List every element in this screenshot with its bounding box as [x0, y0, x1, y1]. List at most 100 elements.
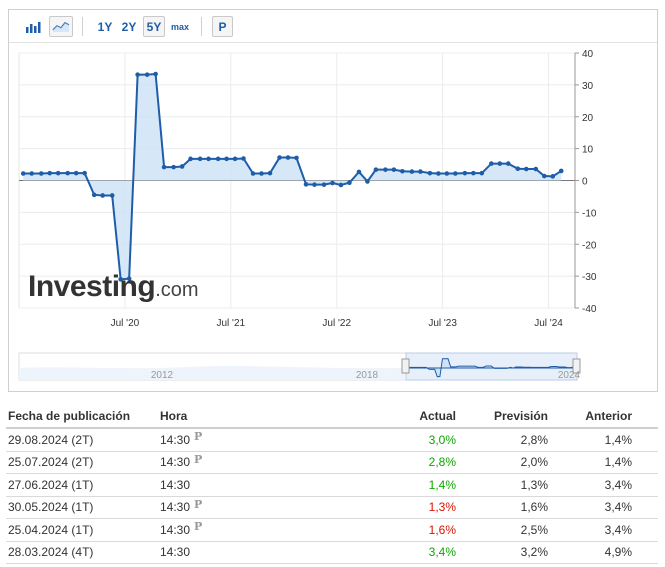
data-point [118, 277, 123, 282]
cell-time-text: 14:30 [160, 522, 191, 537]
data-point [400, 168, 405, 174]
preliminary-icon: P [194, 452, 203, 466]
y-tick-label: -10 [582, 208, 597, 219]
cell-time-text: 14:30 [160, 545, 191, 560]
data-point [206, 156, 211, 162]
data-point [144, 72, 150, 77]
x-tick-label: Jul '20 [111, 318, 140, 329]
data-point [347, 180, 352, 186]
data-point [418, 169, 423, 174]
navigator-history-area [19, 366, 405, 380]
cell-actual: 1,6% [429, 519, 456, 541]
data-point [558, 168, 564, 174]
cell-time-text: 14:30 [160, 500, 191, 515]
range-1y-button[interactable]: 1Y [97, 19, 113, 34]
y-tick-label: 0 [582, 177, 588, 188]
data-point [267, 170, 273, 176]
data-point [303, 182, 309, 187]
header-previous[interactable]: Anterior [585, 409, 632, 423]
header-date[interactable]: Fecha de publicación [8, 409, 131, 423]
toolbar-separator [82, 17, 83, 36]
data-point [38, 171, 44, 176]
cell-date-text: 30.05.2024 (1T) [8, 500, 94, 515]
table-row: 28.03.2024 (4T) 14:30 3,4% 3,2% 4,9% [6, 542, 658, 564]
cell-date-text: 29.08.2024 (2T) [8, 432, 94, 447]
data-point [250, 171, 256, 176]
data-point [55, 170, 61, 176]
cell-previous: 3,4% [605, 519, 632, 541]
cell-forecast: 2,0% [521, 452, 548, 474]
data-point [241, 156, 246, 161]
cell-actual: 1,4% [429, 474, 456, 496]
data-table: Fecha de publicación Hora Actual Previsi… [6, 405, 658, 564]
cell-time: 14:30 P [160, 519, 202, 541]
data-point [20, 171, 26, 176]
cell-forecast: 2,5% [521, 519, 548, 541]
header-time[interactable]: Hora [160, 409, 188, 423]
cell-previous-text: 4,9% [604, 545, 632, 560]
y-tick-label: -30 [582, 272, 597, 283]
data-point [505, 161, 511, 166]
header-forecast[interactable]: Previsión [493, 409, 548, 423]
data-point [321, 182, 327, 187]
data-point [277, 155, 282, 160]
cell-actual-text: 2,8% [428, 455, 456, 470]
cell-date: 25.07.2024 (2T) [8, 452, 93, 474]
header-actual[interactable]: Actual [419, 409, 456, 423]
bar-chart-icon[interactable] [22, 16, 44, 37]
data-point [82, 170, 87, 176]
preliminary-icon: P [194, 497, 203, 511]
data-point [479, 170, 485, 176]
investing-logo: Investing.com [28, 270, 199, 303]
cell-previous: 3,4% [605, 474, 632, 496]
cell-actual-text: 1,6% [428, 522, 456, 537]
data-point [73, 170, 79, 176]
data-point [100, 193, 105, 198]
data-point [427, 170, 433, 176]
cell-time: 14:30 P [160, 497, 202, 519]
cell-date-text: 27.06.2024 (1T) [8, 477, 94, 492]
data-point [436, 171, 441, 176]
cell-date-text: 28.03.2024 (4T) [8, 545, 94, 560]
cell-forecast: 1,6% [521, 497, 548, 519]
cell-actual: 3,0% [429, 429, 456, 451]
x-tick-label: Jul '21 [217, 318, 246, 329]
data-point [47, 170, 53, 176]
data-point [294, 155, 299, 161]
cell-previous: 1,4% [605, 452, 632, 474]
preliminary-icon: P [194, 520, 203, 534]
range-max-button[interactable]: max [170, 21, 189, 32]
cell-previous-text: 3,4% [604, 477, 632, 492]
cell-forecast: 3,2% [521, 542, 548, 564]
data-point [453, 171, 458, 176]
data-point [338, 182, 344, 188]
data-point [188, 156, 193, 162]
cell-previous: 3,4% [605, 497, 632, 519]
data-point [444, 171, 450, 176]
data-point [161, 164, 167, 170]
data-point [533, 166, 539, 172]
table-row: 30.05.2024 (1T) 14:30 P 1,3% 1,6% 3,4% [6, 497, 658, 519]
cell-actual-text: 3,0% [428, 432, 456, 447]
data-point [153, 71, 158, 77]
x-tick-label: Jul '24 [534, 318, 563, 329]
data-point [91, 192, 97, 198]
range-5y-button[interactable]: 5Y [143, 16, 165, 37]
p-button[interactable]: P [212, 16, 233, 37]
data-point [179, 164, 185, 169]
navigator-handle-right [572, 358, 581, 374]
range-2y-button[interactable]: 2Y [121, 19, 137, 34]
cell-date: 25.04.2024 (1T) [8, 519, 93, 541]
cell-date: 28.03.2024 (4T) [8, 542, 93, 564]
data-point [232, 156, 238, 162]
x-tick-label: Jul '22 [322, 318, 351, 329]
data-point [515, 166, 521, 172]
line-chart-icon[interactable] [49, 16, 73, 37]
chart-toolbar: 1Y 2Y 5Y max P [9, 10, 657, 43]
navigator-label: 2024 [558, 370, 581, 381]
cell-date-text: 25.07.2024 (2T) [8, 455, 94, 470]
cell-time-text: 14:30 [160, 432, 191, 447]
cell-date-text: 25.04.2024 (1T) [8, 522, 94, 537]
chart-panel: 1Y 2Y 5Y max P 40 30 20 10 0 -10 -20 -30 -40 Jul… [8, 9, 658, 392]
y-tick-label: -40 [582, 304, 597, 315]
